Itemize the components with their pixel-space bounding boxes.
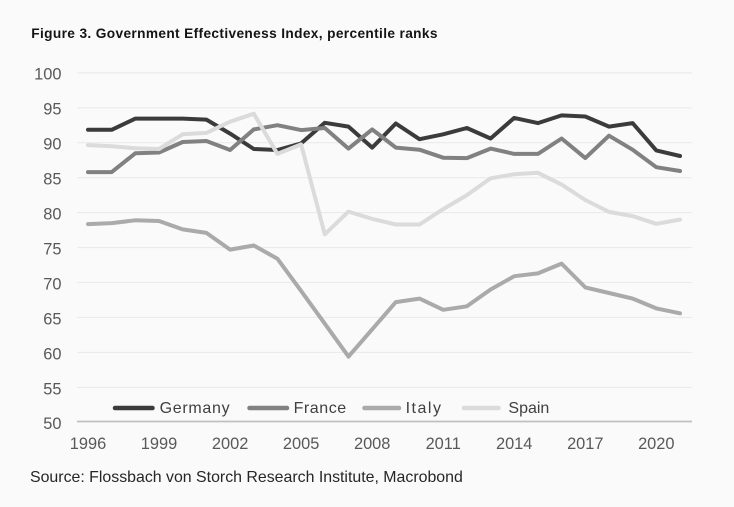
svg-text:50: 50 — [43, 415, 61, 433]
svg-text:100: 100 — [34, 66, 61, 84]
svg-text:2005: 2005 — [283, 435, 319, 453]
svg-text:2020: 2020 — [638, 435, 674, 453]
svg-text:80: 80 — [43, 206, 61, 224]
svg-text:65: 65 — [43, 310, 61, 328]
svg-text:Germany: Germany — [160, 400, 231, 417]
svg-text:85: 85 — [43, 171, 61, 189]
svg-text:Italy: Italy — [406, 400, 443, 417]
svg-text:70: 70 — [43, 275, 61, 293]
svg-text:2002: 2002 — [212, 435, 248, 453]
svg-text:2014: 2014 — [496, 435, 532, 453]
svg-text:Spain: Spain — [508, 400, 549, 417]
svg-text:1999: 1999 — [141, 435, 177, 453]
svg-text:60: 60 — [43, 345, 61, 363]
svg-text:1996: 1996 — [70, 435, 106, 453]
svg-text:2008: 2008 — [354, 435, 390, 453]
svg-text:90: 90 — [43, 136, 61, 154]
svg-text:2017: 2017 — [567, 435, 603, 453]
svg-text:75: 75 — [43, 241, 61, 259]
svg-text:95: 95 — [43, 101, 61, 119]
svg-text:2011: 2011 — [426, 435, 461, 453]
svg-text:France: France — [294, 400, 347, 417]
svg-text:55: 55 — [43, 380, 61, 398]
